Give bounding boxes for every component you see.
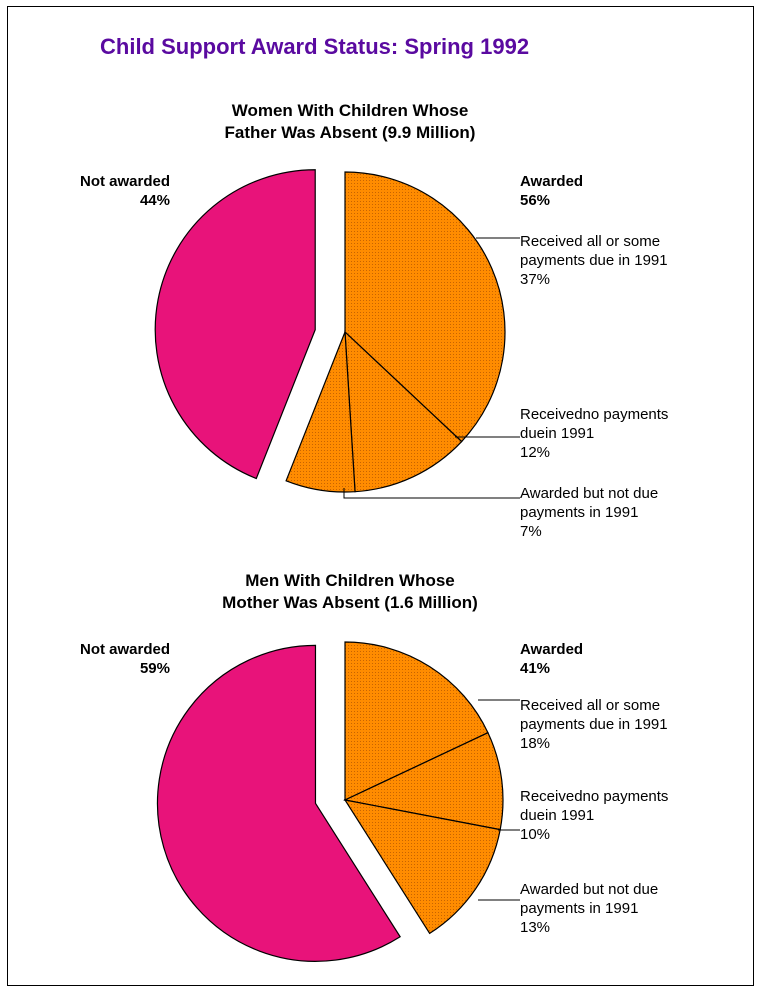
- pie1-subtitle: Women With Children Whose Father Was Abs…: [0, 100, 700, 144]
- pie1-subtitle-line2: Father Was Absent (9.9 Million): [224, 123, 476, 142]
- pie2-subtitle-line1: Men With Children Whose: [245, 571, 455, 590]
- chart-frame: [7, 6, 754, 986]
- pie2-not-due-line2: payments in 1991: [520, 900, 639, 917]
- pie1-not-due-line2: payments in 1991: [520, 504, 639, 521]
- pie2-slice-not-awarded: [156, 644, 401, 962]
- pie2-received-some-pct: 18%: [520, 735, 551, 752]
- pie2-slice-awarded-3: [343, 799, 501, 935]
- pie1-received-none-pct: 12%: [520, 444, 551, 461]
- pie2-awarded-label: Awarded 41%: [520, 640, 583, 678]
- pie1-not-due-pct: 7%: [520, 523, 542, 540]
- pie2-subtitle-line2: Mother Was Absent (1.6 Million): [222, 593, 478, 612]
- pie1-slice-awarded-3: [285, 331, 356, 493]
- pie2-awarded-pct: 41%: [520, 660, 551, 677]
- pie1-not-due-line1: Awarded but not due: [520, 485, 659, 502]
- pie1-not-awarded-pct: 44%: [139, 192, 170, 209]
- pie1-not-due-label: Awarded but not due payments in 1991 7%: [520, 484, 658, 541]
- pie2-received-some-line2: payments due in 1991: [520, 716, 668, 733]
- pie1-received-some-line2: payments due in 1991: [520, 252, 668, 269]
- pie1-slice-not-awarded: [154, 169, 316, 480]
- pie1-slice-awarded-1: [344, 171, 506, 443]
- pie2-not-awarded-name: Not awarded: [79, 641, 170, 658]
- pie2-received-some-line1: Received all or some: [520, 697, 661, 714]
- pie2-received-none-pct: 10%: [520, 826, 551, 843]
- pie2-subtitle: Men With Children Whose Mother Was Absen…: [0, 570, 700, 614]
- pie1-received-none-line2: duein 1991: [520, 425, 595, 442]
- pie1-slice-awarded-2: [344, 330, 463, 493]
- pie1-not-awarded-name: Not awarded: [79, 173, 170, 190]
- pie1-received-some-pct: 37%: [520, 271, 551, 288]
- pie1-received-some-label: Received all or some payments due in 199…: [520, 232, 668, 289]
- pie2-received-some-label: Received all or some payments due in 199…: [520, 696, 668, 753]
- pie2-not-awarded-label: Not awarded 59%: [40, 640, 170, 678]
- pie2-not-due-line1: Awarded but not due: [520, 881, 659, 898]
- pie1-received-none-line1: Receivedno payments: [520, 406, 669, 423]
- pie1-awarded-name: Awarded: [520, 173, 584, 190]
- pie2-not-awarded-pct: 59%: [139, 660, 170, 677]
- pie1-received-some-line1: Received all or some: [520, 233, 661, 250]
- pie1-received-none-label: Receivedno payments duein 1991 12%: [520, 405, 668, 462]
- pie2-slice-awarded-2: [343, 731, 504, 831]
- pie2-awarded-name: Awarded: [520, 641, 584, 658]
- pie2-not-due-label: Awarded but not due payments in 1991 13%: [520, 880, 658, 937]
- pie1-awarded-label: Awarded 56%: [520, 172, 583, 210]
- pie2-not-due-pct: 13%: [520, 919, 551, 936]
- pie2-received-none-line2: duein 1991: [520, 807, 595, 824]
- pie2-slice-awarded-1: [344, 641, 489, 801]
- pie1-not-awarded-label: Not awarded 44%: [40, 172, 170, 210]
- pie1-subtitle-line1: Women With Children Whose: [231, 101, 469, 120]
- chart-title: Child Support Award Status: Spring 1992: [100, 34, 530, 59]
- pie2-received-none-label: Receivedno payments duein 1991 10%: [520, 787, 668, 844]
- pie1-leader-line-3: [343, 488, 520, 499]
- pie2-received-none-line1: Receivedno payments: [520, 788, 669, 805]
- pie1-awarded-pct: 56%: [520, 192, 551, 209]
